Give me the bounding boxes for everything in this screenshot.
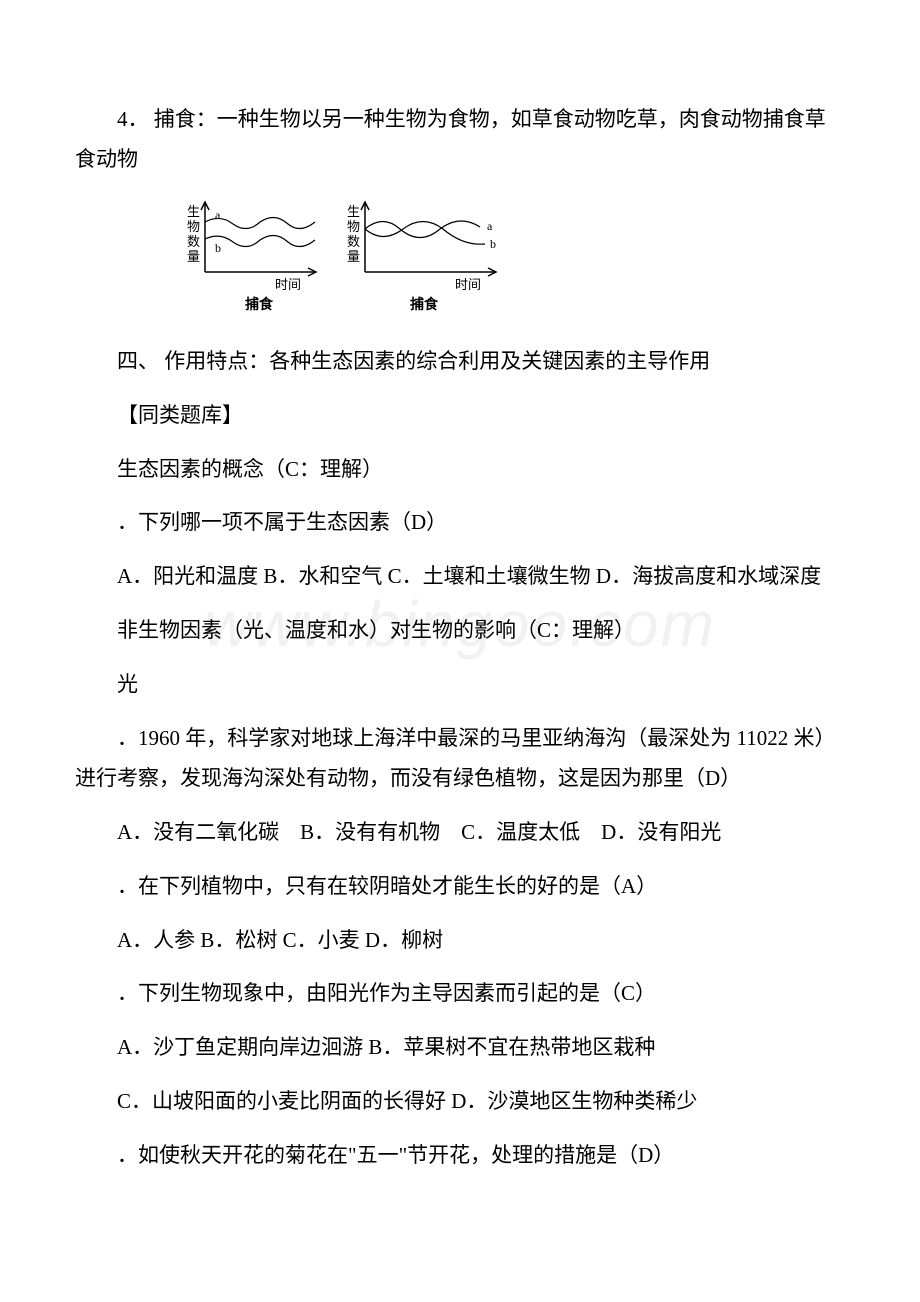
paragraph-14: A．沙丁鱼定期向岸边洄游 B．苹果树不宜在热带地区栽种: [75, 1028, 845, 1068]
chart-caption: 捕食: [245, 296, 274, 313]
line-a-label: a: [215, 208, 221, 222]
y-label-char-4: 量: [187, 249, 200, 264]
line-b: [205, 235, 315, 246]
paragraph-1: 4． 捕食：一种生物以另一种生物为食物，如草食动物吃草，肉食动物捕食草食动物: [75, 100, 845, 180]
paragraph-12: A．人参 B．松树 C．小麦 D．柳树: [75, 921, 845, 961]
chart-left: 生 物 数 量 a b 时间 捕食: [175, 194, 320, 324]
paragraph-5: ．下列哪一项不属于生态因素（D）: [75, 503, 845, 543]
y-label-char-1: 生: [347, 204, 360, 219]
paragraph-2: 四、 作用特点：各种生态因素的综合利用及关键因素的主导作用: [75, 342, 845, 382]
paragraph-8: 光: [75, 665, 845, 705]
paragraph-16: ．如使秋天开花的菊花在"五一"节开花，处理的措施是（D）: [75, 1136, 845, 1176]
y-label-char-4: 量: [347, 249, 360, 264]
chart-caption: 捕食: [410, 296, 439, 313]
x-axis-label: 时间: [455, 277, 481, 292]
y-label-char-3: 数: [347, 234, 360, 249]
y-label-char-2: 物: [187, 219, 200, 234]
y-label-char-1: 生: [187, 204, 200, 219]
y-label-char-3: 数: [187, 234, 200, 249]
paragraph-11: ．在下列植物中，只有在较阴暗处才能生长的好的是（A）: [75, 867, 845, 907]
paragraph-4: 生态因素的概念（C：理解）: [75, 450, 845, 490]
document-content: 4． 捕食：一种生物以另一种生物为食物，如草食动物吃草，肉食动物捕食草食动物 生…: [75, 100, 845, 1176]
paragraph-13: ．下列生物现象中，由阳光作为主导因素而引起的是（C）: [75, 974, 845, 1014]
paragraph-3: 【同类题库】: [75, 396, 845, 436]
chart-right: 生 物 数 量 a b 时间 捕食: [335, 194, 510, 324]
line-b-label: b: [490, 237, 496, 251]
paragraph-10: A．没有二氧化碳 B．没有有机物 C．温度太低 D．没有阳光: [75, 813, 845, 853]
paragraph-6: A．阳光和温度 B．水和空气 C．土壤和土壤微生物 D．海拔高度和水域深度: [75, 557, 845, 597]
x-axis-label: 时间: [275, 277, 301, 292]
paragraph-9: ．1960 年，科学家对地球上海洋中最深的马里亚纳海沟（最深处为 11022 米…: [75, 719, 845, 799]
paragraph-7: 非生物因素（光、温度和水）对生物的影响（C：理解）: [75, 611, 845, 651]
charts-container: 生 物 数 量 a b 时间 捕食: [175, 194, 845, 324]
paragraph-15: C．山坡阳面的小麦比阴面的长得好 D．沙漠地区生物种类稀少: [75, 1082, 845, 1122]
line-a: [205, 217, 315, 228]
y-label-char-2: 物: [347, 219, 360, 234]
line-a-label: a: [487, 219, 493, 233]
line-a: [365, 221, 480, 238]
line-b-label: b: [215, 241, 221, 255]
line-b: [365, 221, 485, 244]
